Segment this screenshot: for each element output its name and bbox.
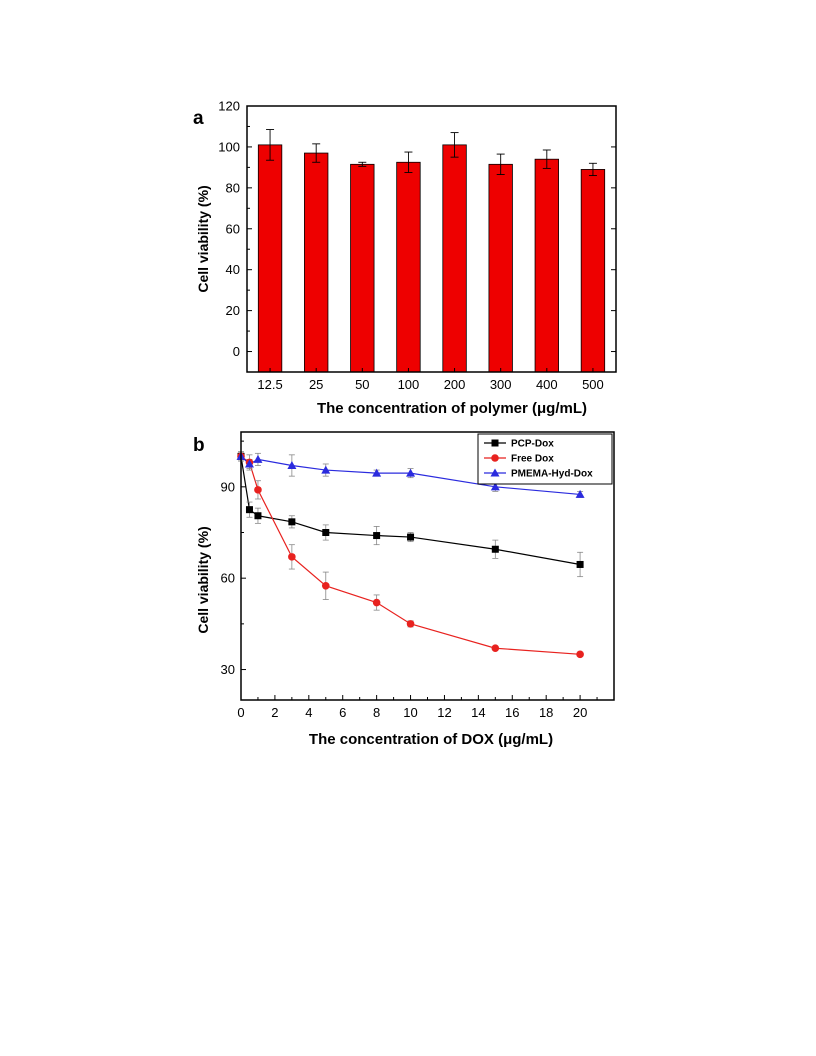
x-tick-label-6: 6 xyxy=(339,705,346,720)
panel-a-letter: a xyxy=(193,108,204,129)
x-tick-label-200: 200 xyxy=(444,377,466,392)
x-tick-label-2: 2 xyxy=(271,705,278,720)
point-pcp-dox-8 xyxy=(576,560,584,568)
point-pmema-hyd-dox-5 xyxy=(372,468,382,477)
point-free-dox-5 xyxy=(372,598,381,607)
point-free-dox-2 xyxy=(254,486,262,494)
x-tick-label-4: 4 xyxy=(305,705,312,720)
x-tick-label-18: 18 xyxy=(539,705,553,720)
point-pcp-dox-2 xyxy=(254,512,262,520)
y-tick-label-90: 90 xyxy=(221,479,235,494)
panel-b: b 30 60 90 0 2 4 6 8 10 12 14 16 18 20 PCP-Dox Free D… xyxy=(193,431,615,748)
bar-12.5 xyxy=(257,144,283,373)
panel-a-y-axis: 0 20 40 60 80 100 120 xyxy=(218,99,616,359)
legend-label-pcp-dox: PCP-Dox xyxy=(511,439,554,450)
bar-25 xyxy=(304,152,329,373)
y-tick-label-80: 80 xyxy=(226,180,240,195)
x-tick-label-50: 50 xyxy=(355,377,369,392)
panel-b-legend: PCP-Dox Free Dox PMEMA-Hyd-Dox xyxy=(477,433,613,485)
point-pmema-hyd-dox-4 xyxy=(321,465,331,474)
y-tick-label-60: 60 xyxy=(226,221,240,236)
point-pcp-dox-3 xyxy=(288,518,296,526)
panel-b-y-axis: 30 60 90 xyxy=(221,440,246,677)
point-free-dox-7 xyxy=(491,644,500,653)
point-pmema-hyd-dox-8 xyxy=(575,489,585,498)
y-tick-label-0: 0 xyxy=(233,344,240,359)
legend-marker-pmema-hyd-dox xyxy=(490,468,500,477)
x-tick-label-300: 300 xyxy=(490,377,512,392)
y-tick-label-60: 60 xyxy=(221,571,235,586)
point-pcp-dox-6 xyxy=(407,533,415,541)
point-free-dox-8 xyxy=(576,650,584,659)
point-pcp-dox-1 xyxy=(245,506,253,514)
legend-label-free-dox: Free Dox xyxy=(511,454,554,465)
bar-300 xyxy=(488,163,513,373)
y-tick-label-120: 120 xyxy=(218,99,240,114)
panel-a: a 0 20 40 60 80 100 120 12.5 25 50 100 200 300 400 50… xyxy=(193,99,617,417)
x-tick-label-0: 0 xyxy=(237,705,244,720)
y-tick-label-40: 40 xyxy=(226,262,240,277)
x-tick-label-100: 100 xyxy=(398,377,420,392)
x-tick-label-500: 500 xyxy=(582,377,604,392)
panel-a-plot-frame xyxy=(246,105,617,373)
x-tick-label-8: 8 xyxy=(373,705,380,720)
bar-500 xyxy=(580,169,606,373)
y-tick-label-30: 30 xyxy=(221,662,235,677)
panel-a-x-axis-title: The concentration of polymer (μg/mL) xyxy=(317,400,587,417)
x-tick-label-14: 14 xyxy=(471,705,485,720)
panel-a-bars xyxy=(257,144,606,373)
point-pcp-dox-7 xyxy=(491,545,499,553)
x-tick-label-16: 16 xyxy=(505,705,519,720)
legend-box xyxy=(477,433,613,485)
x-tick-label-12: 12 xyxy=(437,705,451,720)
point-free-dox-4 xyxy=(321,581,330,590)
point-pmema-hyd-dox-3 xyxy=(287,461,297,469)
x-tick-label-400: 400 xyxy=(536,377,558,392)
x-tick-label-12.5: 12.5 xyxy=(257,377,282,392)
bar-100 xyxy=(396,161,421,373)
x-tick-label-25: 25 xyxy=(309,377,323,392)
point-pmema-hyd-dox-6 xyxy=(406,468,416,477)
panel-a-error-bars xyxy=(266,129,597,177)
panel-b-x-axis: 0 2 4 6 8 10 12 14 16 18 20 xyxy=(237,695,598,720)
point-pmema-hyd-dox-1 xyxy=(244,459,254,468)
x-tick-label-20: 20 xyxy=(573,705,587,720)
panel-b-x-axis-title: The concentration of DOX (μg/mL) xyxy=(309,731,553,748)
point-free-dox-6 xyxy=(406,620,415,628)
bar-200 xyxy=(442,144,467,373)
bar-400 xyxy=(534,158,559,373)
x-tick-label-10: 10 xyxy=(403,705,417,720)
point-free-dox-3 xyxy=(288,553,296,561)
y-tick-label-20: 20 xyxy=(226,303,240,318)
point-pcp-dox-4 xyxy=(322,529,330,536)
legend-marker-free-dox xyxy=(491,454,499,462)
panel-a-x-axis: 12.5 25 50 100 200 300 400 500 xyxy=(257,368,604,392)
y-tick-label-100: 100 xyxy=(218,139,240,154)
legend-label-pmema-hyd-dox: PMEMA-Hyd-Dox xyxy=(511,469,593,480)
point-pmema-hyd-dox-2 xyxy=(253,454,263,463)
legend-marker-pcp-dox xyxy=(491,439,499,447)
point-pcp-dox-5 xyxy=(373,532,381,540)
bar-50 xyxy=(350,163,375,373)
panel-b-letter: b xyxy=(193,435,205,456)
point-pmema-hyd-dox-7 xyxy=(490,482,500,491)
panel-b-y-axis-title: Cell viability (%) xyxy=(195,526,211,633)
panel-a-y-axis-title: Cell viability (%) xyxy=(195,185,211,292)
